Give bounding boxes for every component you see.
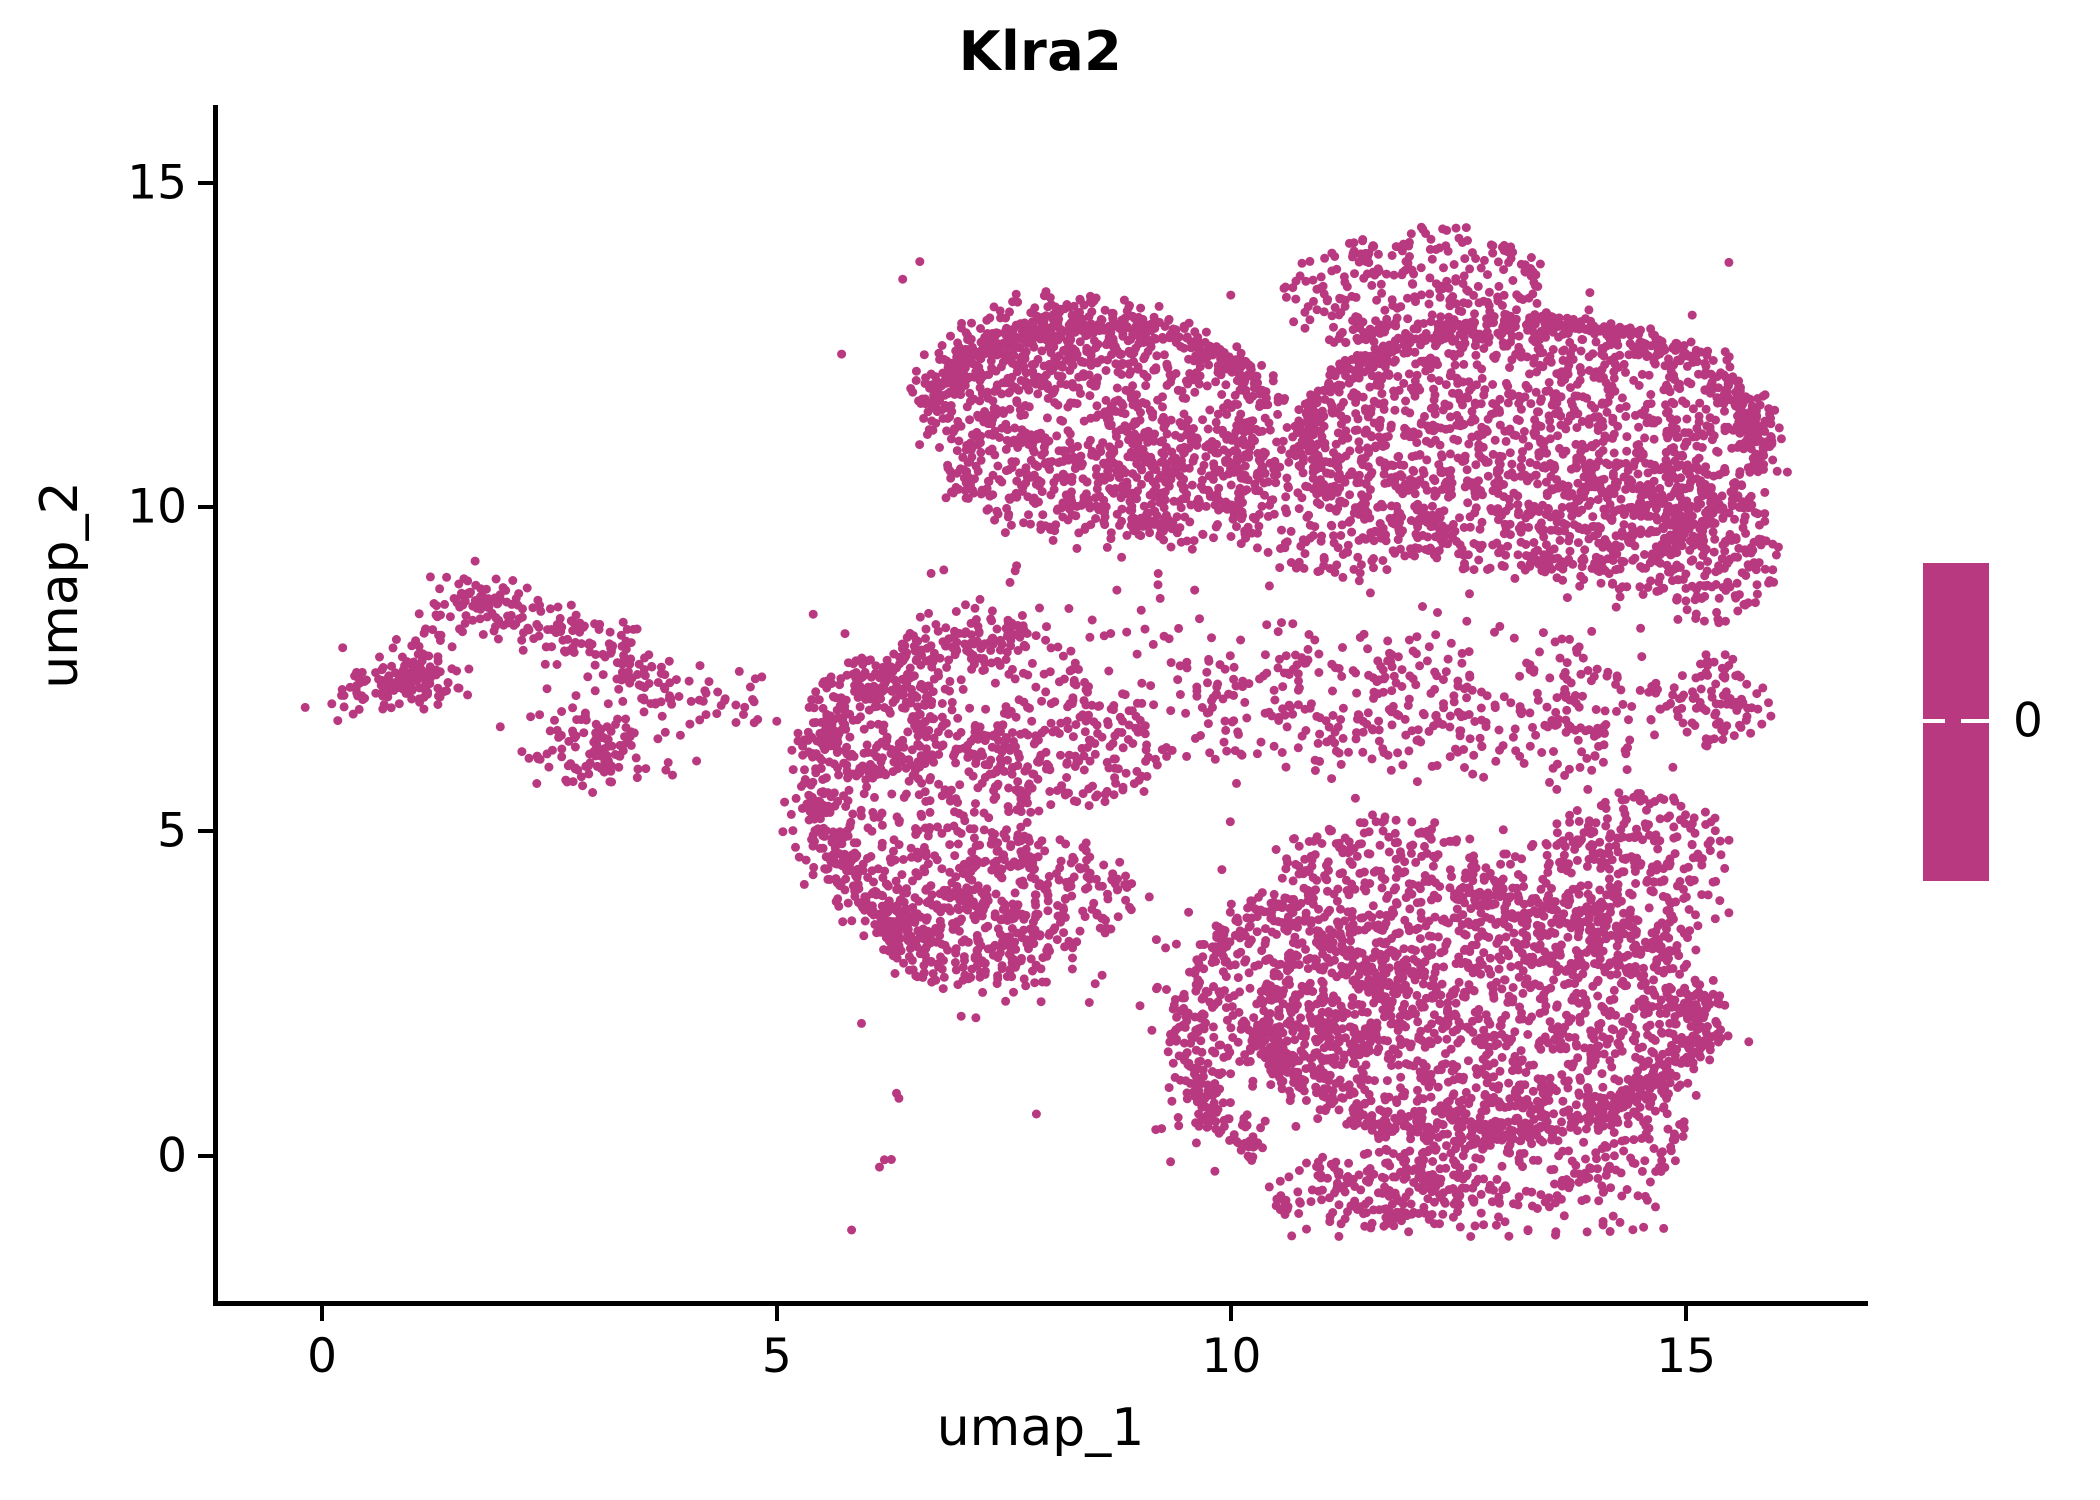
- x-tick-label: 0: [307, 1329, 338, 1384]
- x-tick-label: 15: [1656, 1329, 1717, 1384]
- x-tick-mark: [1684, 1306, 1689, 1321]
- y-tick-label: 10: [127, 479, 187, 535]
- scatter-points-layer: [300, 222, 1792, 1241]
- x-axis-label: umap_1: [936, 1398, 1145, 1458]
- y-tick-label: 5: [157, 803, 187, 859]
- y-tick-label: 15: [127, 155, 187, 211]
- y-tick-label: 0: [157, 1128, 187, 1184]
- y-tick-mark: [198, 1153, 213, 1158]
- x-tick-label: 10: [1201, 1329, 1262, 1384]
- colorbar-tick-label: 0: [2013, 693, 2043, 749]
- scatter-series: [300, 222, 1792, 1241]
- x-tick-label: 5: [761, 1329, 792, 1384]
- y-tick-mark: [198, 505, 213, 510]
- x-tick-mark: [1229, 1306, 1234, 1321]
- colorbar-tick-gap: [1945, 719, 1961, 723]
- colorbar: 0: [1923, 563, 2093, 883]
- y-tick-mark: [198, 829, 213, 834]
- x-tick-mark: [774, 1306, 779, 1321]
- axis-spine-bottom: [213, 1301, 1868, 1306]
- y-axis-label: umap_2: [30, 481, 90, 689]
- axis-spine-left: [213, 105, 218, 1305]
- y-tick-mark: [198, 180, 213, 185]
- plot-axes: 0 5 10 15 0 5 10 15: [127, 105, 1868, 1384]
- x-tick-mark: [320, 1306, 325, 1321]
- page-title: Klra2: [958, 20, 1123, 83]
